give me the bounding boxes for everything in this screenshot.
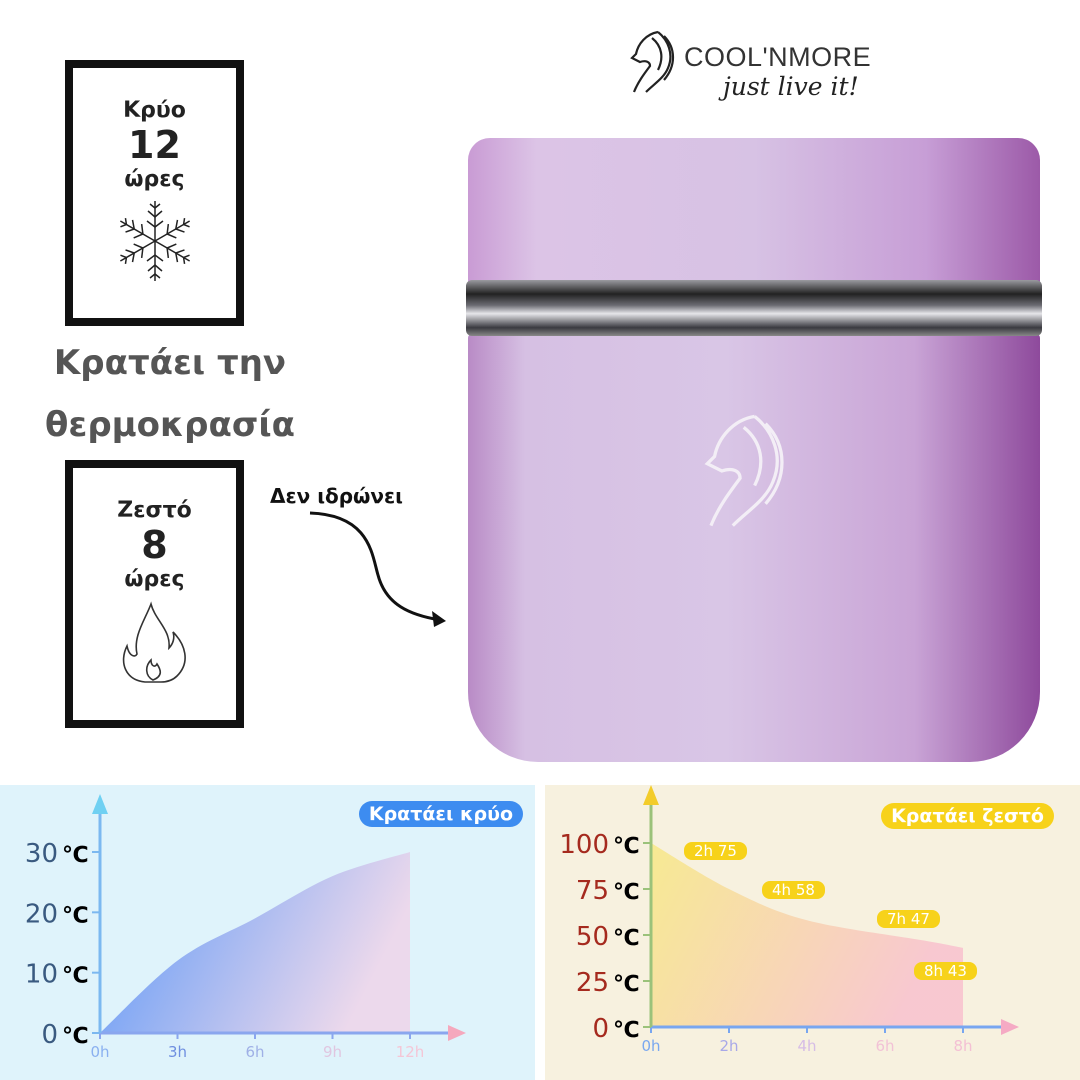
cold-duration-box: Κρύο 12 ώρες bbox=[65, 60, 244, 326]
y-tick-unit: ℃ bbox=[613, 834, 640, 859]
flame-icon bbox=[122, 601, 186, 683]
horse-emblem-icon bbox=[704, 414, 784, 527]
x-tick-label: 2h bbox=[719, 1037, 738, 1055]
cold-unit: ώρες bbox=[124, 167, 185, 192]
hot-duration-box: Ζεστό 8 ώρες bbox=[65, 460, 244, 728]
y-tick-value: 10 bbox=[25, 960, 58, 990]
callout-no-sweat: Δεν ιδρώνει bbox=[270, 484, 403, 508]
x-axis-arrow bbox=[448, 1025, 466, 1041]
x-tick-label: 12h bbox=[396, 1043, 425, 1061]
hot-unit: ώρες bbox=[124, 567, 185, 592]
y-tick-unit: ℃ bbox=[62, 843, 89, 868]
food-jar-product-image bbox=[466, 138, 1042, 762]
callout-arrow-icon bbox=[309, 511, 446, 627]
y-tick-value: 30 bbox=[25, 839, 58, 869]
y-tick-unit: ℃ bbox=[613, 972, 640, 997]
snowflake-icon bbox=[115, 201, 194, 282]
x-tick-label: 9h bbox=[323, 1043, 342, 1061]
data-point-label: 4h 58 bbox=[762, 881, 825, 899]
x-tick-label: 0h bbox=[90, 1043, 109, 1061]
y-tick-value: 0 bbox=[41, 1020, 58, 1050]
y-tick-value: 100 bbox=[559, 830, 609, 860]
y-axis-arrow bbox=[92, 794, 108, 814]
x-tick-label: 4h bbox=[797, 1037, 816, 1055]
y-tick-value: 25 bbox=[576, 968, 609, 998]
jar-lid bbox=[468, 138, 1040, 288]
x-tick-label: 8h bbox=[953, 1037, 972, 1055]
hot-label: Ζεστό bbox=[117, 498, 192, 523]
hot-hours: 8 bbox=[141, 523, 168, 567]
brand-logo: COOL'NMORE just live it! bbox=[628, 26, 888, 101]
jar-steel-band bbox=[466, 280, 1042, 336]
x-tick-label: 6h bbox=[875, 1037, 894, 1055]
y-axis-arrow bbox=[643, 785, 659, 805]
horse-logo-icon bbox=[630, 30, 675, 93]
heading-line1: Κρατάει την bbox=[53, 343, 287, 383]
x-tick-label: 3h bbox=[168, 1043, 187, 1061]
cold-chart-title: Κρατάει κρύο bbox=[358, 801, 523, 827]
y-tick-value: 0 bbox=[592, 1014, 609, 1044]
y-tick-unit: ℃ bbox=[62, 964, 89, 989]
data-point-label: 7h 47 bbox=[877, 910, 940, 928]
brand-slogan: just live it! bbox=[723, 72, 859, 101]
y-tick-unit: ℃ bbox=[613, 1018, 640, 1043]
x-tick-label: 0h bbox=[641, 1037, 660, 1055]
y-tick-value: 20 bbox=[25, 899, 58, 929]
heading-line2: θερμοκρασία bbox=[45, 405, 295, 445]
brand-name: COOL'NMORE bbox=[684, 42, 872, 72]
y-tick-unit: ℃ bbox=[613, 880, 640, 905]
jar-body bbox=[468, 334, 1040, 762]
cold-hours: 12 bbox=[128, 123, 181, 167]
hot-chart-title: Κρατάει ζεστό bbox=[881, 803, 1054, 829]
y-tick-unit: ℃ bbox=[62, 1024, 89, 1049]
y-tick-value: 75 bbox=[576, 876, 609, 906]
data-point-label: 2h 75 bbox=[684, 842, 747, 860]
x-tick-label: 6h bbox=[245, 1043, 264, 1061]
y-tick-value: 50 bbox=[576, 922, 609, 952]
data-area bbox=[100, 852, 410, 1033]
y-tick-unit: ℃ bbox=[613, 926, 640, 951]
cold-label: Κρύο bbox=[123, 98, 186, 123]
y-tick-unit: ℃ bbox=[62, 903, 89, 928]
data-point-label: 8h 43 bbox=[914, 962, 977, 980]
data-area bbox=[651, 843, 963, 1027]
x-axis-arrow bbox=[1001, 1019, 1019, 1035]
